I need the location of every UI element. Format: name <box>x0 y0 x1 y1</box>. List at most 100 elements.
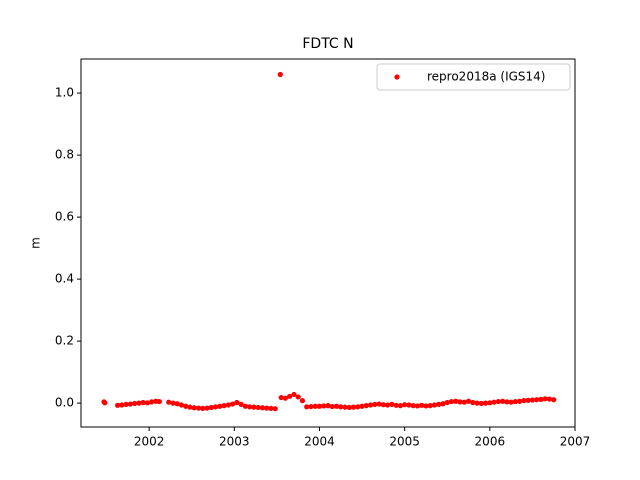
data-point <box>242 403 248 409</box>
y-tick-label: 0.6 <box>55 210 74 224</box>
data-point <box>316 403 323 409</box>
data-point <box>312 403 318 409</box>
data-point <box>457 399 463 405</box>
legend-box <box>376 63 571 91</box>
x-tick-label: 2006 <box>475 435 506 449</box>
data-point <box>525 397 531 403</box>
data-point <box>355 404 361 410</box>
x-tick-label: 2003 <box>219 435 250 449</box>
data-point <box>195 405 202 411</box>
data-point <box>538 396 544 403</box>
data-point <box>264 405 270 411</box>
data-point <box>234 399 240 406</box>
data-point <box>259 405 266 411</box>
y-tick-label: 0.0 <box>55 396 74 410</box>
data-point <box>278 394 284 401</box>
data-point <box>217 403 223 409</box>
x-tick-label: 2005 <box>389 435 420 449</box>
data-point <box>115 402 121 408</box>
x-tick-label: 2004 <box>304 435 335 449</box>
data-point <box>170 400 176 406</box>
data-point <box>183 403 189 409</box>
data-point <box>517 398 523 404</box>
data-point <box>308 403 314 410</box>
data-point <box>474 400 480 406</box>
data-point <box>247 404 253 410</box>
data-point <box>204 405 210 411</box>
data-point <box>385 402 391 408</box>
data-point <box>295 394 301 400</box>
y-axis-label: m <box>29 237 43 249</box>
data-point <box>444 399 450 406</box>
data-point <box>123 401 129 407</box>
data-point <box>491 399 497 405</box>
data-point <box>225 402 231 408</box>
data-point <box>221 403 227 409</box>
data-point <box>200 405 206 411</box>
data-point <box>291 391 297 398</box>
data-point <box>363 403 369 409</box>
legend-label: repro2018a (IGS14) <box>427 70 545 84</box>
data-point <box>431 402 438 408</box>
y-tick-label: 0.2 <box>55 334 74 348</box>
data-point <box>397 403 403 409</box>
data-point <box>393 402 399 408</box>
data-point <box>268 405 274 411</box>
data-point <box>166 399 172 405</box>
data-point <box>174 401 180 407</box>
data-point <box>338 404 344 410</box>
data-point <box>521 398 527 404</box>
data-point <box>282 395 289 401</box>
data-point <box>406 402 412 408</box>
data-point <box>508 399 514 405</box>
data-point <box>287 393 293 399</box>
data-point <box>372 401 378 407</box>
data-point <box>178 402 185 408</box>
data-point <box>500 398 506 404</box>
data-point <box>436 401 442 407</box>
data-point <box>376 401 382 407</box>
data-point <box>512 398 518 405</box>
data-point <box>132 400 138 407</box>
data-point <box>255 404 261 411</box>
data-point <box>534 397 540 403</box>
data-point <box>427 403 433 409</box>
data-point <box>140 399 146 406</box>
data-point <box>149 399 155 405</box>
x-tick-label: 2007 <box>560 435 591 449</box>
data-point <box>342 404 348 410</box>
data-point <box>350 404 357 410</box>
data-point <box>191 405 197 411</box>
data-point <box>367 402 374 408</box>
data-point <box>304 404 310 410</box>
data-point <box>402 402 408 408</box>
y-tick-label: 0.4 <box>55 272 74 286</box>
data-point <box>127 401 133 407</box>
data-point <box>542 396 548 402</box>
data-point <box>419 402 425 408</box>
data-point <box>325 403 331 409</box>
y-tick-label: 1.0 <box>55 86 74 100</box>
plot-frame <box>80 58 576 428</box>
data-point <box>272 406 278 412</box>
legend-marker <box>394 74 400 80</box>
data-point <box>346 404 352 411</box>
data-point <box>482 400 489 406</box>
data-point <box>461 399 467 405</box>
data-point <box>495 398 501 405</box>
data-point <box>251 404 257 410</box>
data-point <box>380 402 386 408</box>
data-point <box>238 401 244 407</box>
data-point <box>136 400 142 406</box>
data-point <box>187 404 193 410</box>
data-point <box>448 398 455 405</box>
data-point <box>487 400 493 406</box>
data-point <box>453 398 459 404</box>
data-point <box>333 403 340 409</box>
data-point <box>389 401 395 407</box>
data-point <box>546 396 553 402</box>
data-point <box>156 398 162 405</box>
data-point <box>321 403 327 409</box>
data-point <box>529 397 536 403</box>
